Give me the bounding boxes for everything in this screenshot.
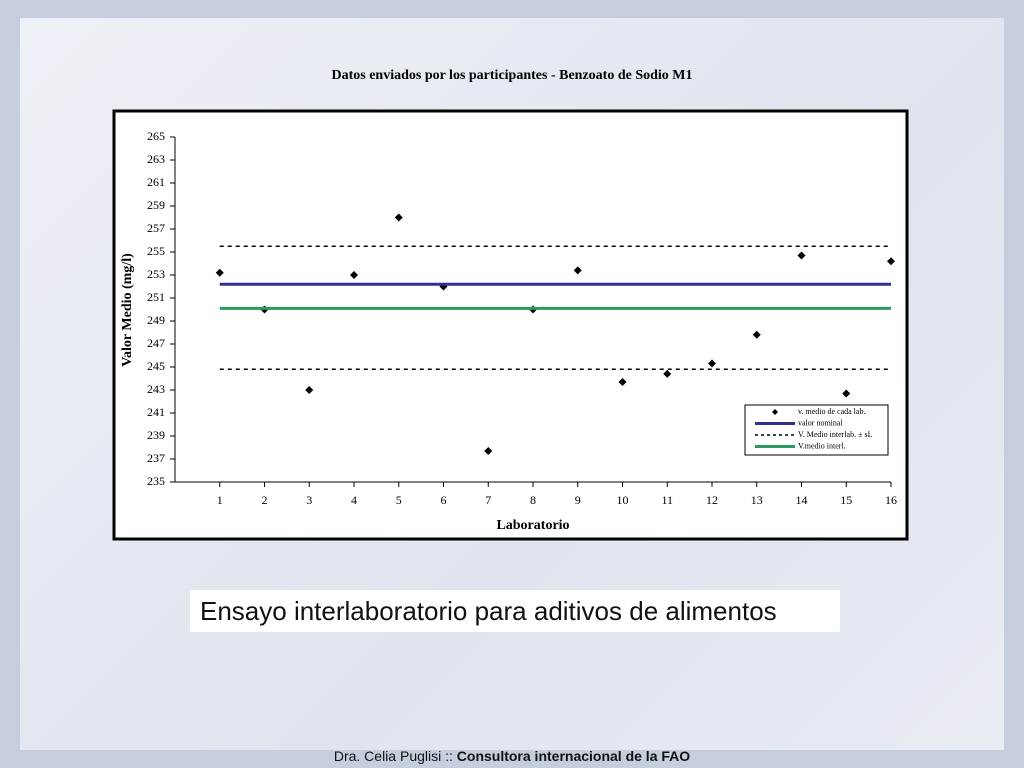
y-tick-label: 249 [147,313,165,327]
x-tick-label: 5 [396,493,402,507]
data-point [842,389,851,398]
y-tick-label: 263 [147,152,165,166]
x-tick-label: 7 [485,493,491,507]
x-tick-label: 9 [575,493,581,507]
data-point [484,446,493,455]
legend-marker [772,409,778,415]
plot-frame [112,109,909,541]
legend-label: v. medio de cada lab. [798,407,865,416]
x-tick-label: 14 [796,493,808,507]
data-point [708,359,716,368]
legend-label: V. Medio interlab. ± sL [798,430,873,439]
x-tick-label: 13 [751,493,763,507]
y-tick-label: 243 [147,382,165,396]
legend-label: valor nominal [798,418,843,427]
data-point [573,266,582,275]
footer-separator: :: [445,748,453,764]
chart: Datos enviados por los participantes - B… [112,68,909,541]
data-point [350,271,358,279]
y-axis-label: Valor Medio (mg/l) [120,253,135,367]
caption: Ensayo interlaboratorio para aditivos de… [190,590,840,632]
x-tick-label: 12 [706,493,718,507]
legend-label: V.medio interl. [798,441,846,450]
x-tick-label: 10 [617,493,629,507]
x-tick-label: 2 [262,493,268,507]
x-tick-label: 4 [351,493,357,507]
y-tick-label: 253 [147,267,165,281]
y-tick-label: 265 [147,129,165,143]
y-tick-label: 247 [147,336,165,350]
x-axis-label: Laboratorio [496,518,569,533]
y-tick-label: 241 [147,405,165,419]
data-point [752,330,761,339]
x-tick-label: 8 [530,493,536,507]
data-point [305,386,314,394]
y-tick-label: 261 [147,175,165,189]
data-point [618,377,627,386]
footer-role: Consultora internacional de la FAO [456,748,691,764]
data-point [663,369,672,378]
y-tick-label: 237 [147,451,165,465]
x-tick-label: 1 [217,493,223,507]
data-point [394,213,403,222]
y-tick-label: 255 [147,244,165,258]
x-tick-label: 3 [306,493,312,507]
y-tick-label: 251 [147,290,165,304]
y-tick-label: 259 [147,198,165,212]
data-point [797,251,806,260]
chart-title: Datos enviados por los participantes - B… [331,68,692,83]
x-tick-label: 6 [441,493,447,507]
y-tick-label: 257 [147,221,165,235]
y-tick-label: 235 [147,474,165,488]
x-tick-label: 16 [885,493,897,507]
footer-author: Dra. Celia Puglisi [333,748,442,764]
data-point [215,268,224,277]
x-tick-label: 11 [661,493,673,507]
y-tick-label: 239 [147,428,165,442]
data-point [887,257,895,266]
footer: Dra. Celia Puglisi :: Consultora interna… [0,748,1024,764]
y-tick-label: 245 [147,359,165,373]
x-tick-label: 15 [840,493,852,507]
